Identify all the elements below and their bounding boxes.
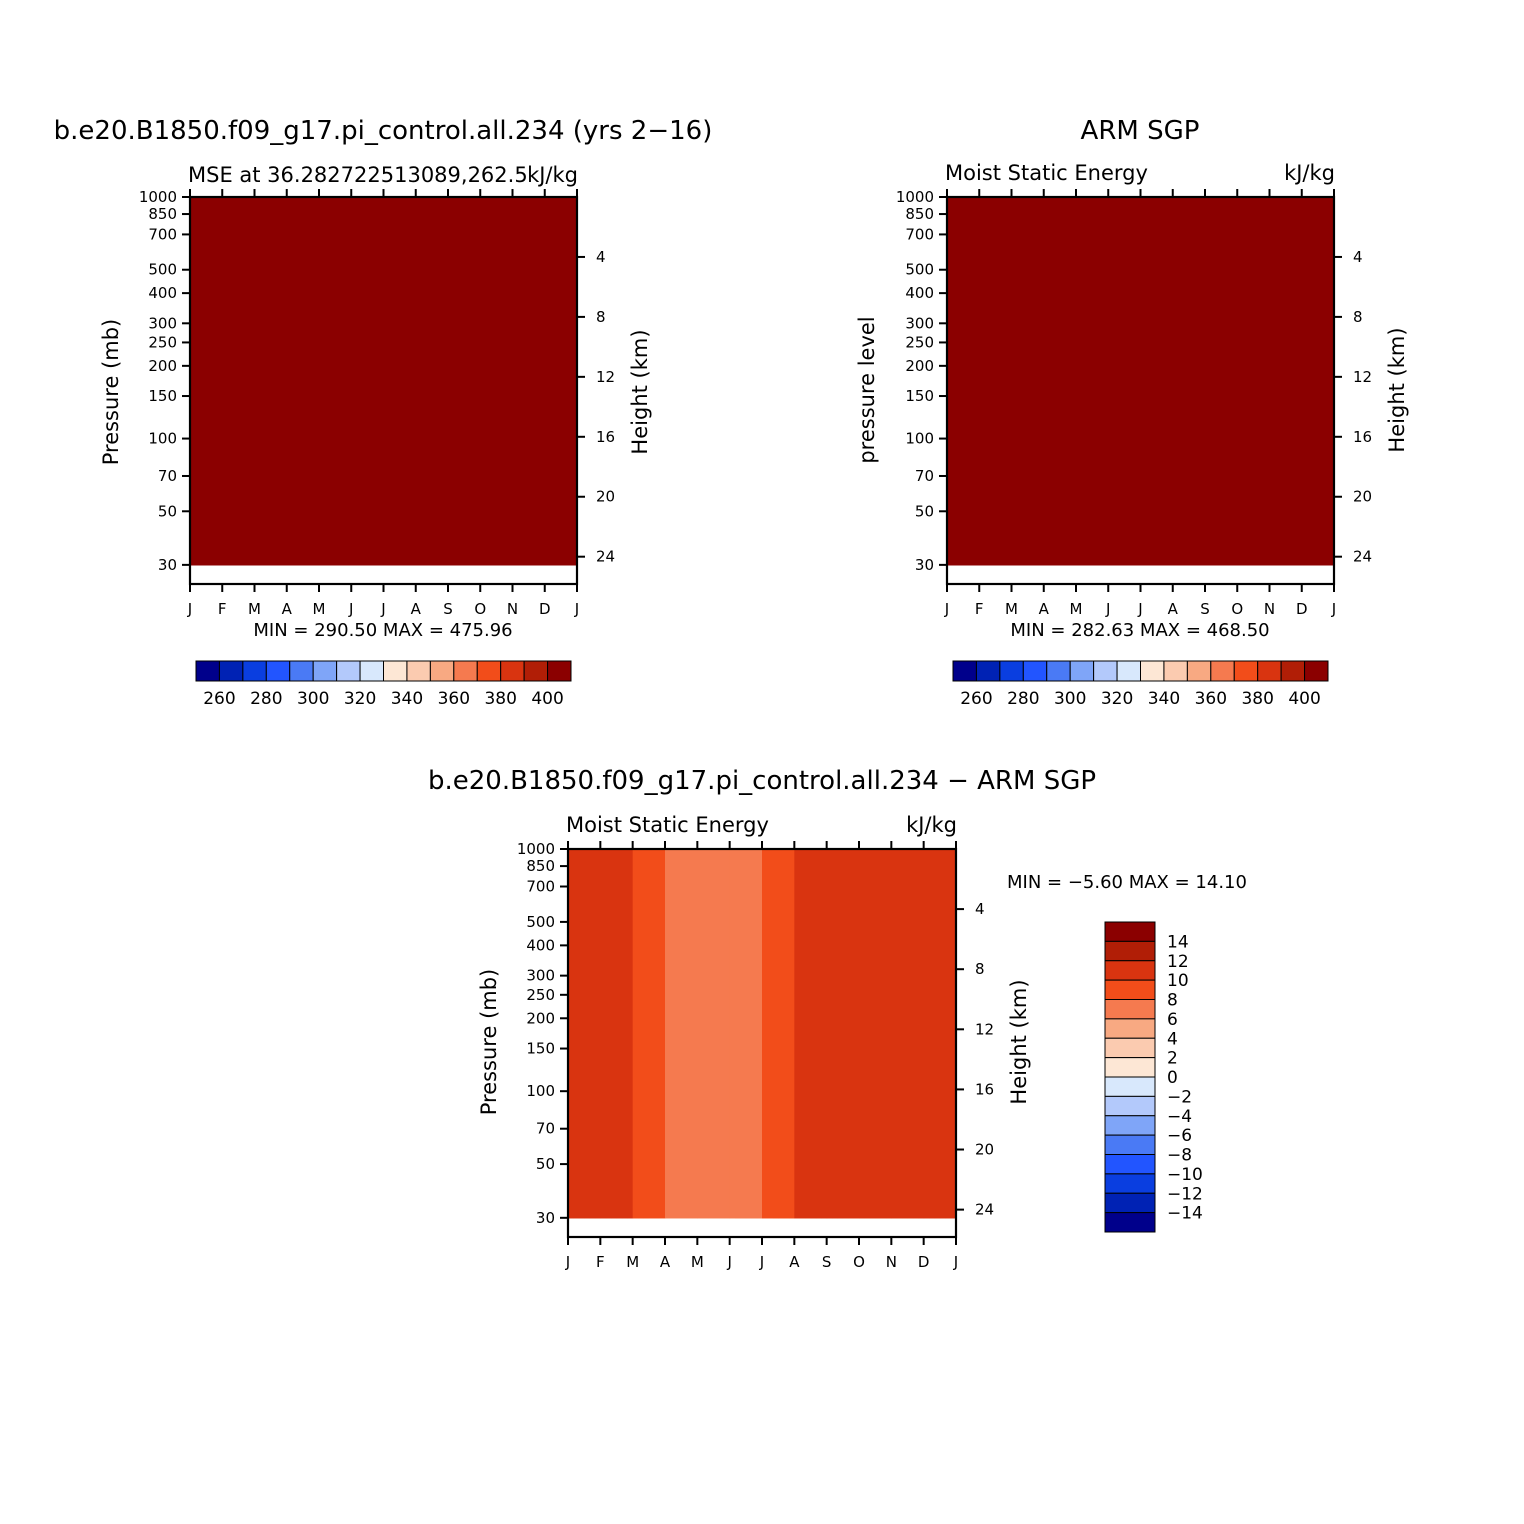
panel-title: b.e20.B1850.f09_g17.pi_control.all.234 (… [54,116,713,146]
panel-left-label: MSE at 36.282722513089,262.5 [188,163,528,187]
min-max-label: MIN = 290.50 MAX = 475.96 [253,620,512,641]
panel-units-label: kJ/kg [527,163,578,187]
y-axis-label: Pressure (mb) [99,319,123,466]
y-axis-right-label: Height (km) [628,329,652,454]
panel-model: b.e20.B1850.f09_g17.pi_control.all.234 (… [54,116,713,641]
heatmap-cells [190,197,577,566]
